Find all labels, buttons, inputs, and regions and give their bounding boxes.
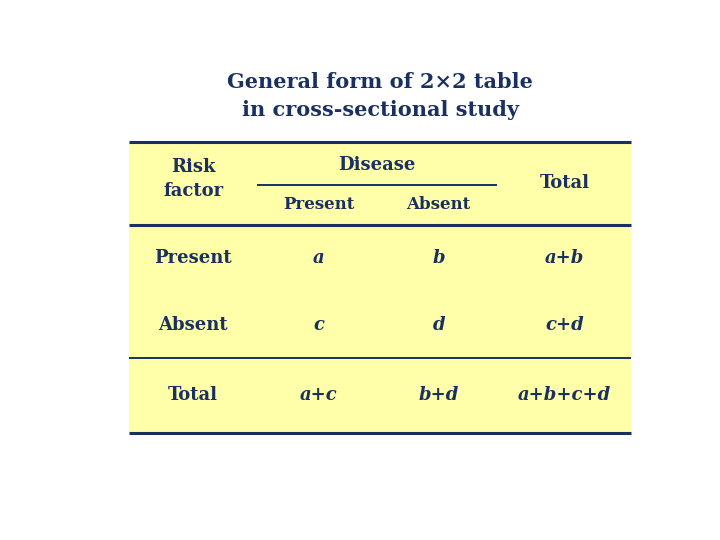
- Text: c: c: [313, 316, 324, 334]
- Text: Absent: Absent: [407, 197, 471, 213]
- Text: Disease: Disease: [338, 156, 416, 174]
- Text: Present: Present: [283, 197, 354, 213]
- Text: Total: Total: [168, 386, 218, 404]
- Text: d: d: [433, 316, 445, 334]
- Text: Risk
factor: Risk factor: [163, 158, 223, 200]
- Text: a+b: a+b: [544, 249, 584, 267]
- Text: Total: Total: [539, 174, 589, 192]
- Text: a+c: a+c: [300, 386, 338, 404]
- Text: General form of 2×2 table
in cross-sectional study: General form of 2×2 table in cross-secti…: [228, 72, 533, 120]
- Text: b: b: [433, 249, 445, 267]
- Text: c+d: c+d: [545, 316, 584, 334]
- Text: b+d: b+d: [418, 386, 459, 404]
- Text: Absent: Absent: [158, 316, 228, 334]
- Text: Present: Present: [154, 249, 232, 267]
- Text: a: a: [313, 249, 325, 267]
- Text: a+b+c+d: a+b+c+d: [518, 386, 611, 404]
- Bar: [129, 141, 631, 433]
